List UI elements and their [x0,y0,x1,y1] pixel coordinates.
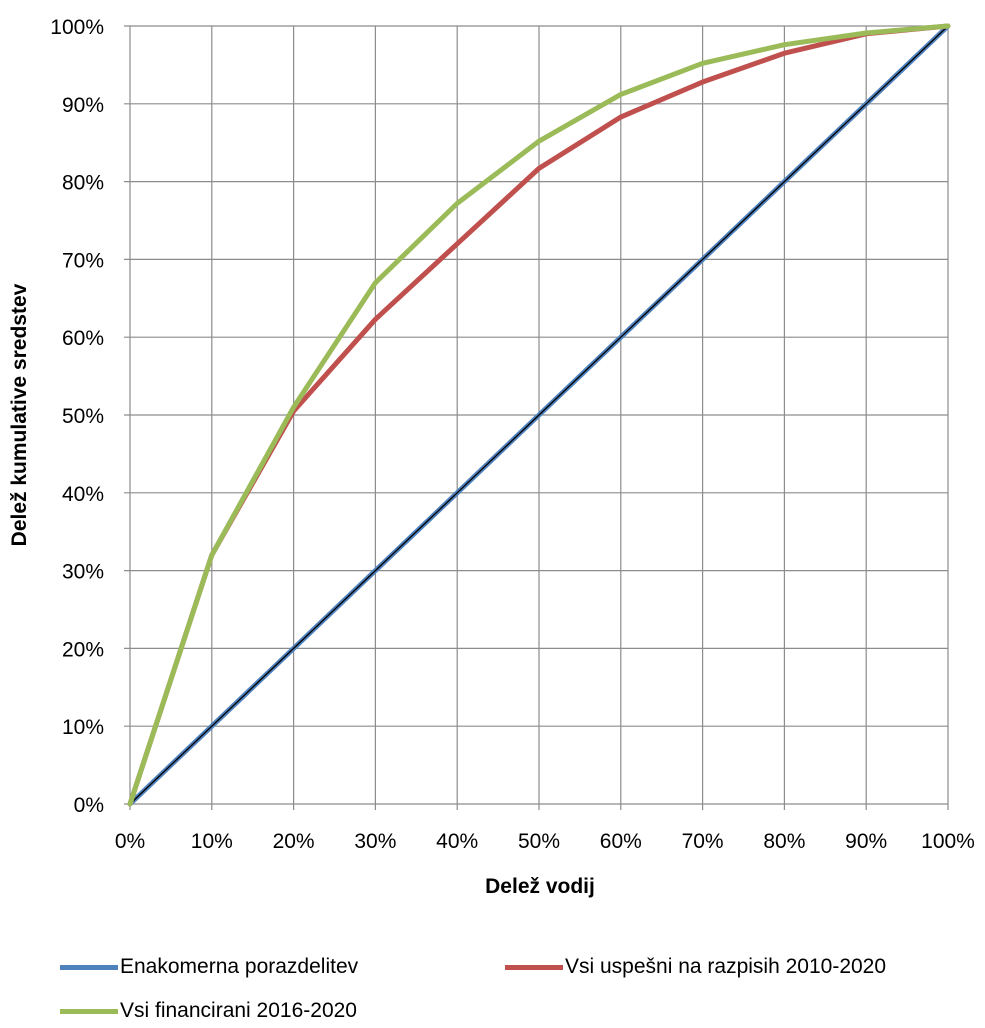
y-tick-label-10: 100% [50,16,104,39]
x-tick-label-3: 30% [354,830,396,853]
legend-swatch-1 [505,964,563,970]
legend-swatch-2 [60,1008,118,1014]
y-tick-label-7: 70% [62,249,104,272]
x-tick-label-10: 100% [921,830,975,853]
series-lines [127,23,951,807]
y-tick-label-1: 10% [62,716,104,739]
y-tick-label-0: 0% [74,794,104,817]
x-tick-label-5: 50% [518,830,560,853]
y-tick-label-3: 30% [62,561,104,584]
legend-item-1: Vsi uspešni na razpisih 2010-2020 [505,955,886,979]
chart: 0% 10% 20% 30% 40% 50% 60% 70% 80% 90% 100% 0% 10% 2… [8,16,975,898]
y-axis-title: Delež kumulative sredstev [8,283,31,546]
x-tick-label-0: 0% [115,830,145,853]
series-line-0-inner [129,25,949,805]
legend-label-0: Enakomerna porazdelitev [120,955,359,978]
legend-swatch-0 [60,964,118,970]
y-tick-label-8: 80% [62,172,104,195]
x-tick-label-7: 70% [682,830,724,853]
x-tick-label-8: 80% [763,830,805,853]
y-tick-label-6: 60% [62,327,104,350]
x-tick-label-4: 40% [436,830,478,853]
y-tick-label-5: 50% [62,405,104,428]
legend-item-2: Vsi financirani 2016-2020 [60,999,357,1023]
x-tick-label-1: 10% [191,830,233,853]
x-axis-title: Delež vodij [485,875,595,898]
series-line-2 [127,23,951,807]
grid [124,25,949,810]
x-tick-label-9: 90% [845,830,887,853]
legend-label-2: Vsi financirani 2016-2020 [120,999,357,1022]
legend-item-0: Enakomerna porazdelitev [60,955,358,979]
x-tick-label-6: 60% [600,830,642,853]
legend-label-1: Vsi uspešni na razpisih 2010-2020 [565,955,887,978]
y-tick-label-2: 20% [62,638,104,661]
x-tick-label-2: 20% [273,830,315,853]
y-tick-label-9: 90% [62,94,104,117]
y-tick-labels: 0% 10% 20% 30% 40% 50% 60% 70% 80% 90% 100% [50,16,104,817]
x-tick-labels: 0% 10% 20% 30% 40% 50% 60% 70% 80% 90% 100% [115,830,975,853]
y-tick-label-4: 40% [62,483,104,506]
